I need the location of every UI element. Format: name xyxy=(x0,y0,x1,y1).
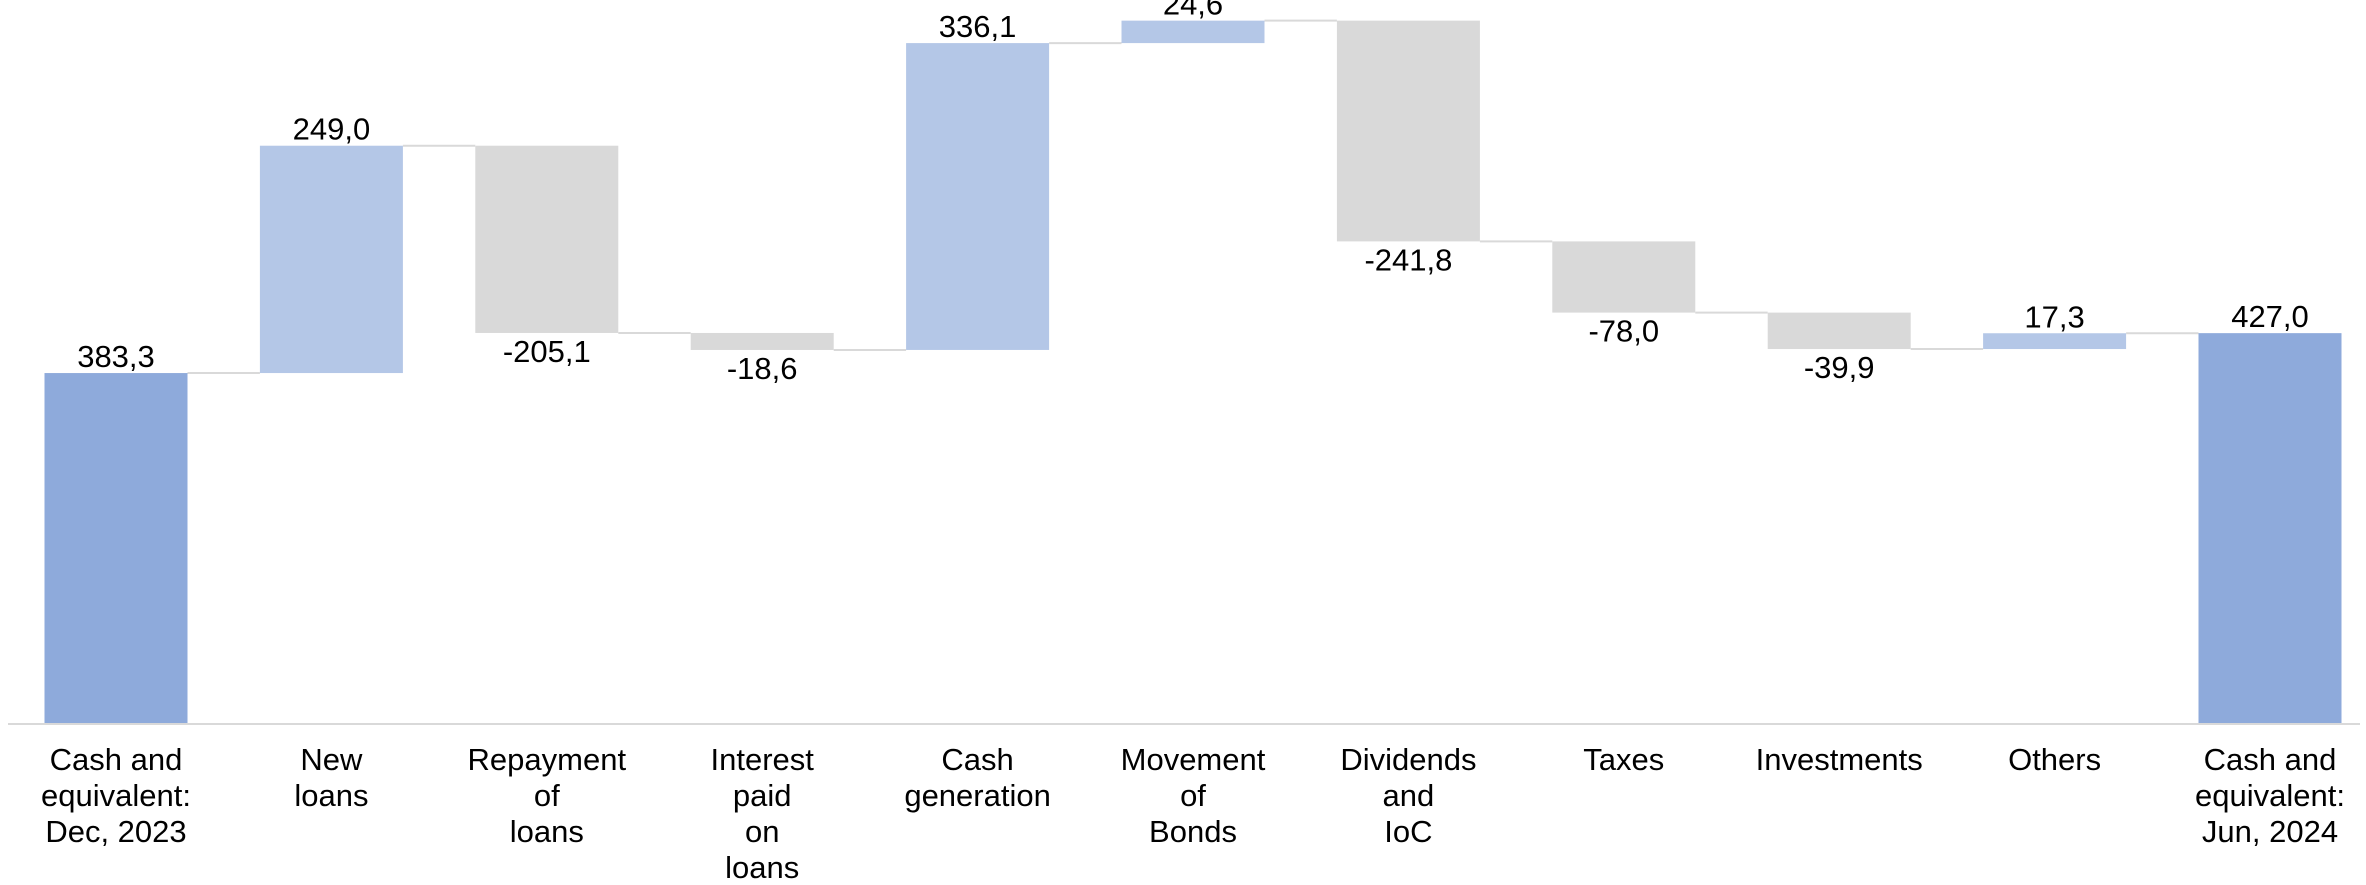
category-label-line: loans xyxy=(294,778,368,813)
bar-investments xyxy=(1767,312,1911,350)
bar-taxes xyxy=(1552,241,1696,313)
category-label-interest-paid-on-loans: Interest paid on loans xyxy=(711,742,815,885)
value-label-interest-paid-on-loans: -18,6 xyxy=(727,351,798,386)
category-label-line: generation xyxy=(904,778,1051,813)
value-label-repayment-of-loans: -205,1 xyxy=(503,334,591,369)
category-label-line: Bonds xyxy=(1149,814,1237,849)
bar-others xyxy=(1983,333,2127,350)
value-label-new-loans: 249,0 xyxy=(293,112,371,147)
category-label-line: of xyxy=(1180,778,1206,813)
category-label-line: on xyxy=(745,814,779,849)
category-label-line: Dividends xyxy=(1340,742,1476,777)
bar-new-loans xyxy=(259,145,403,374)
value-label-cash-and-equivalent-jun-2024: 427,0 xyxy=(2231,299,2309,334)
category-label-cash-and-equivalent-jun-2024: Cash and equivalent: Jun, 2024 xyxy=(2195,742,2345,849)
category-label-repayment-of-loans: Repayment of loans xyxy=(468,742,627,849)
bar-repayment-of-loans xyxy=(475,145,619,333)
category-label-line: Cash and xyxy=(50,742,183,777)
category-label-line: Repayment xyxy=(468,742,627,777)
value-labels-group: 383,3 249,0 -205,1 -18,6 336,1 24,6 -241,8 -78,… xyxy=(77,0,2309,386)
category-label-line: and xyxy=(1383,778,1435,813)
category-label-line: Cash and xyxy=(2204,742,2337,777)
category-label-line: Movement xyxy=(1121,742,1266,777)
bar-cash-generation xyxy=(906,43,1050,350)
category-label-taxes: Taxes xyxy=(1583,742,1664,777)
bar-cash-and-equivalent-dec-2023 xyxy=(44,373,188,723)
category-label-cash-and-equivalent-dec-2023: Cash and equivalent: Dec, 2023 xyxy=(41,742,191,849)
bars-group xyxy=(44,20,2342,723)
category-label-investments: Investments xyxy=(1756,742,1923,777)
category-label-line: loans xyxy=(725,850,799,885)
category-label-line: Jun, 2024 xyxy=(2202,814,2338,849)
category-label-others: Others xyxy=(2008,742,2101,777)
value-label-investments: -39,9 xyxy=(1804,350,1875,385)
value-label-movement-of-bonds: 24,6 xyxy=(1163,0,1223,22)
category-label-dividends-and-ioc: Dividends and IoC xyxy=(1340,742,1476,849)
category-label-line: equivalent: xyxy=(2195,778,2345,813)
bar-interest-paid-on-loans xyxy=(690,332,834,350)
category-label-line: Interest xyxy=(711,742,815,777)
category-label-line: paid xyxy=(733,778,792,813)
category-label-line: Others xyxy=(2008,742,2101,777)
category-label-new-loans: New loans xyxy=(294,742,368,813)
value-label-taxes: -78,0 xyxy=(1588,314,1659,349)
category-label-line: of xyxy=(534,778,560,813)
category-label-line: loans xyxy=(510,814,584,849)
value-label-cash-generation: 336,1 xyxy=(939,9,1017,44)
value-label-dividends-and-ioc: -241,8 xyxy=(1364,242,1452,277)
category-label-line: Taxes xyxy=(1583,742,1664,777)
category-label-line: New xyxy=(300,742,363,777)
category-label-line: IoC xyxy=(1384,814,1432,849)
category-label-line: Cash xyxy=(941,742,1013,777)
value-label-cash-and-equivalent-dec-2023: 383,3 xyxy=(77,339,155,374)
category-label-cash-generation: Cash generation xyxy=(904,742,1051,813)
value-label-others: 17,3 xyxy=(2024,299,2084,334)
connector-lines xyxy=(187,19,2199,375)
category-label-movement-of-bonds: Movement of Bonds xyxy=(1121,742,1266,849)
bar-cash-and-equivalent-jun-2024 xyxy=(2198,333,2342,723)
category-label-line: Investments xyxy=(1756,742,1923,777)
bar-movement-of-bonds xyxy=(1121,20,1265,44)
bar-dividends-and-ioc xyxy=(1336,20,1480,242)
category-label-line: Dec, 2023 xyxy=(45,814,186,849)
category-label-line: equivalent: xyxy=(41,778,191,813)
